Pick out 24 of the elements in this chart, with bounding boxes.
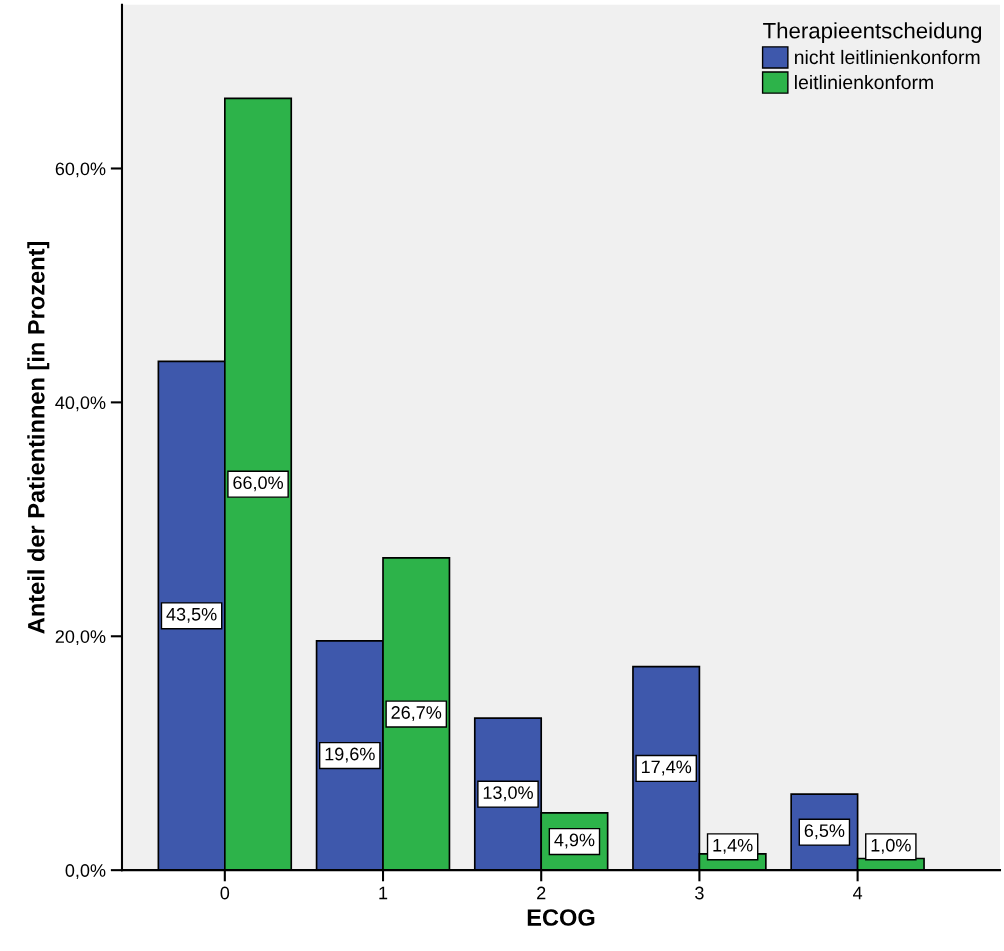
y-tick-label: 60,0% — [55, 162, 106, 178]
x-tick-label: 1 — [379, 886, 388, 900]
data-label: 43,5% — [166, 607, 217, 623]
data-label: 1,4% — [713, 838, 753, 854]
y-tick-label: 0,0% — [65, 864, 106, 880]
data-label: 6,5% — [804, 824, 845, 840]
data-label: 26,7% — [391, 706, 442, 722]
x-tick-label: 0 — [220, 886, 230, 900]
data-label: 13,0% — [483, 786, 533, 802]
y-axis-title: Anteil der Patientinnen [in Prozent] — [27, 242, 50, 634]
x-tick-label: 3 — [695, 886, 704, 900]
data-label: 66,0% — [233, 476, 283, 492]
legend-label: nicht leitlinienkonform — [794, 49, 980, 65]
legend-title: Therapieentscheidung — [763, 22, 982, 43]
y-tick-label: 40,0% — [55, 396, 106, 412]
legend-label: leitlinienkonform — [795, 74, 933, 90]
data-label: 19,6% — [325, 747, 375, 763]
x-tick-label: 2 — [537, 886, 546, 900]
x-axis-title: ECOG — [527, 909, 595, 926]
data-label: 17,4% — [641, 760, 692, 776]
y-tick-label: 20,0% — [55, 630, 106, 646]
x-tick-label: 4 — [853, 886, 863, 900]
data-label: 4,9% — [554, 833, 595, 849]
data-label: 1,0% — [871, 838, 911, 854]
